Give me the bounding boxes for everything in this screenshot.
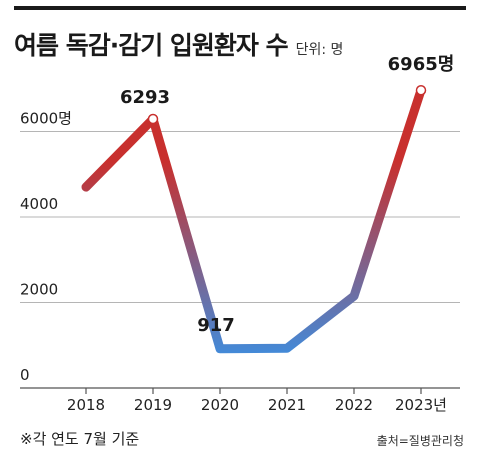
- y-tick-label: 4000: [20, 195, 58, 213]
- x-tick-label: 2018: [67, 396, 105, 414]
- unit-label: 단위: 명: [295, 42, 344, 58]
- chart-title: 여름 독감·감기 입원환자 수: [14, 31, 289, 60]
- data-point-marker: [147, 113, 159, 125]
- footnote: ※각 연도 7월 기준: [20, 430, 140, 448]
- data-label: 917: [197, 315, 235, 336]
- x-tick-label: 2021: [268, 396, 306, 414]
- top-rule: [14, 6, 466, 10]
- data-label: 6965명: [388, 54, 455, 75]
- y-tick-label: 6000명: [20, 110, 72, 128]
- series-line: [81, 85, 426, 354]
- source-credit: 출처=질병관리청: [376, 434, 464, 448]
- y-tick-label: 2000: [20, 281, 58, 299]
- x-tick-label: 2019: [134, 396, 172, 414]
- data-label: 6293: [120, 87, 170, 108]
- x-tick-label: 2020: [201, 396, 239, 414]
- x-tick-label: 2023년: [395, 396, 447, 414]
- title-block: 여름 독감·감기 입원환자 수 단위: 명: [14, 26, 343, 62]
- data-point-marker: [415, 84, 427, 96]
- y-tick-label: 0: [20, 366, 30, 384]
- x-tick-label: 2022: [335, 396, 373, 414]
